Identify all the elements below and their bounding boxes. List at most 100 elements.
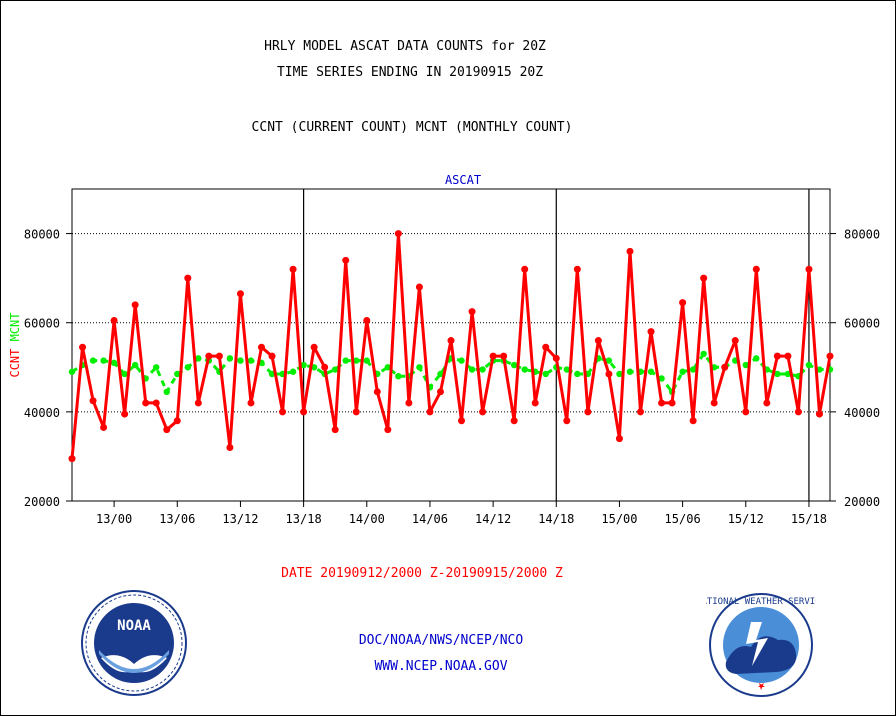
ccnt-point — [194, 399, 202, 407]
ccnt-point — [521, 265, 529, 273]
ccnt-point — [805, 265, 813, 273]
ccnt-point — [121, 410, 129, 418]
mcnt-point — [605, 357, 613, 364]
x-tick-label: 13/12 — [222, 512, 258, 526]
x-tick-label: 14/06 — [412, 512, 448, 526]
plot-area-border — [71, 188, 831, 502]
ccnt-point — [215, 352, 223, 360]
panel-title: ASCAT — [445, 173, 481, 187]
ccnt-point — [142, 399, 150, 407]
y-axis-label-ccnt: CCNT — [8, 341, 22, 377]
chart-title-line1: HRLY MODEL ASCAT DATA COUNTS for 20Z — [264, 39, 546, 54]
ccnt-point — [268, 352, 276, 360]
mcnt-point — [300, 361, 307, 369]
mcnt-point — [342, 357, 349, 364]
ccnt-point — [552, 354, 560, 362]
ccnt-point — [500, 352, 508, 360]
x-tick-label: 14/00 — [349, 512, 385, 526]
mcnt-point — [153, 364, 160, 371]
ccnt-point — [405, 399, 413, 407]
x-tick-label: 14/18 — [538, 512, 574, 526]
ccnt-point — [436, 388, 444, 396]
ccnt-point — [615, 435, 623, 443]
mcnt-point — [226, 355, 234, 362]
x-tick-label: 15/06 — [665, 512, 701, 526]
mcnt-point — [816, 366, 823, 373]
mcnt-point — [89, 357, 97, 364]
ccnt-point — [752, 265, 760, 273]
ccnt-point — [689, 417, 697, 425]
ccnt-point — [731, 337, 739, 345]
y-tick-label-left: 80000 — [24, 228, 60, 242]
noaa-logo-text: NOAA — [117, 618, 151, 634]
y-tick-label-left: 60000 — [24, 317, 60, 331]
ccnt-point — [363, 316, 371, 324]
mcnt-point — [563, 366, 571, 373]
mcnt-point — [384, 364, 392, 371]
mcnt-point — [163, 388, 170, 395]
nws-logo: NATIONAL WEATHER SERVICE — [706, 593, 816, 697]
org-line: DOC/NOAA/NWS/NCEP/NCO — [358, 633, 524, 648]
mcnt-point — [395, 373, 402, 380]
ccnt-point — [742, 408, 750, 416]
ccnt-point — [415, 283, 423, 291]
mcnt-point — [174, 370, 181, 378]
ccnt-point — [605, 370, 613, 378]
ccnt-point — [584, 408, 592, 416]
x-tick-label: 15/12 — [728, 512, 764, 526]
ccnt-point — [815, 410, 823, 418]
ccnt-point — [352, 408, 360, 416]
ccnt-point — [279, 408, 287, 416]
y-tick-label-right: 80000 — [844, 228, 880, 242]
ccnt-point — [658, 399, 666, 407]
ccnt-point — [163, 426, 171, 434]
ccnt-point — [700, 274, 708, 282]
mcnt-point — [131, 361, 139, 369]
x-tick-label: 14/12 — [475, 512, 511, 526]
mcnt-point — [247, 357, 255, 364]
ccnt-point — [594, 337, 602, 345]
ccnt-point — [447, 337, 455, 345]
noaa-url-link[interactable]: WWW.NCEP.NOAA.GOV — [374, 659, 508, 674]
nws-logo-text: NATIONAL WEATHER SERVICE — [706, 597, 816, 607]
ccnt-point — [573, 265, 581, 273]
ccnt-point — [384, 426, 392, 434]
mcnt-point — [237, 357, 244, 364]
ccnt-point — [373, 388, 381, 396]
ccnt-point — [226, 444, 234, 452]
noaa-logo: NOAA — [81, 590, 187, 696]
x-tick-label: 13/18 — [286, 512, 322, 526]
mcnt-point — [195, 355, 202, 362]
ccnt-point — [773, 352, 781, 360]
ccnt-point — [826, 352, 834, 360]
mcnt-point — [658, 375, 665, 382]
ccnt-point — [394, 230, 402, 238]
mcnt-point — [479, 366, 486, 373]
mcnt-point — [542, 370, 549, 378]
ccnt-point — [794, 408, 802, 416]
mcnt-point — [689, 366, 697, 373]
ccnt-point — [626, 247, 634, 255]
ccnt-point — [721, 363, 729, 371]
x-tick-label: 15/00 — [601, 512, 637, 526]
ccnt-point — [426, 408, 434, 416]
mcnt-point — [521, 366, 528, 373]
ccnt-point — [205, 352, 213, 360]
ccnt-point — [784, 352, 792, 360]
y-tick-label-right: 60000 — [844, 317, 880, 331]
ccnt-point — [131, 301, 139, 309]
y-axis-label: CCNT MCNT — [8, 312, 22, 377]
ccnt-point — [458, 417, 466, 425]
date-range-label: DATE 20190912/2000 Z-20190915/2000 Z — [281, 566, 563, 581]
mcnt-point — [331, 366, 339, 373]
mcnt-point — [110, 359, 118, 367]
mcnt-point — [353, 357, 360, 364]
mcnt-point — [416, 364, 423, 371]
ccnt-point — [668, 399, 676, 407]
ccnt-point — [100, 423, 108, 431]
mcnt-point — [805, 361, 813, 369]
x-tick-label: 13/06 — [159, 512, 195, 526]
y-axis-label-mcnt: MCNT — [8, 312, 22, 341]
chart-title-line2: TIME SERIES ENDING IN 20190915 20Z — [276, 65, 544, 80]
